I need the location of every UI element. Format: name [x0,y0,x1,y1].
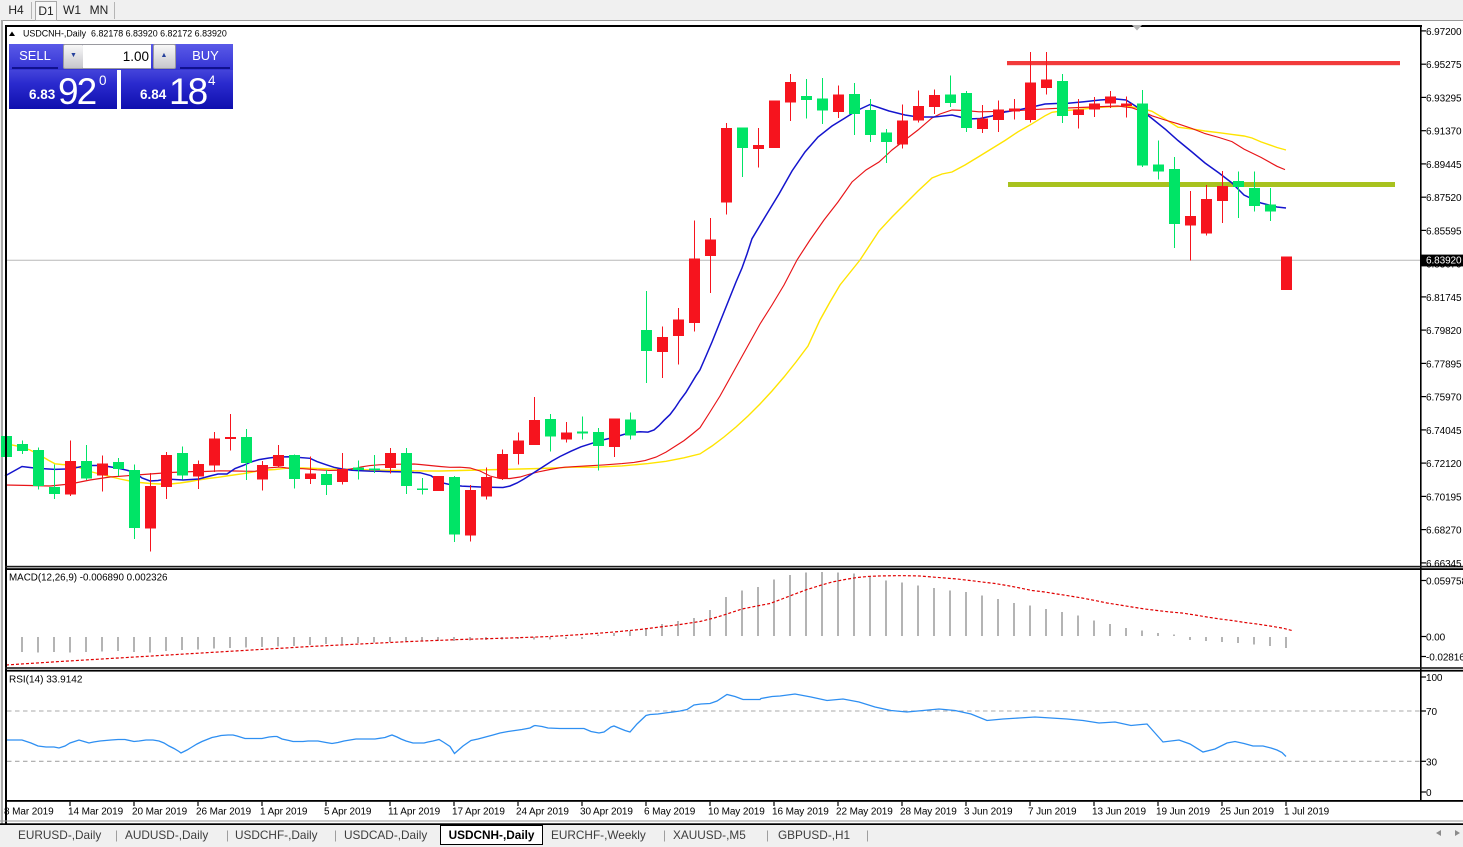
svg-text:20 Mar 2019: 20 Mar 2019 [132,807,188,818]
svg-text:1 Jul 2019: 1 Jul 2019 [1284,807,1330,818]
svg-text:6.77895: 6.77895 [1426,359,1462,370]
svg-text:-0.02816: -0.02816 [1426,653,1463,664]
svg-text:6.83920: 6.83920 [1426,256,1462,267]
svg-text:26 Mar 2019: 26 Mar 2019 [196,807,252,818]
svg-text:14 Mar 2019: 14 Mar 2019 [68,807,124,818]
svg-text:30: 30 [1426,757,1437,768]
svg-text:22 May 2019: 22 May 2019 [836,807,893,818]
svg-text:6.89445: 6.89445 [1426,160,1462,171]
svg-text:6.97200: 6.97200 [1426,27,1462,38]
svg-text:3 Jun 2019: 3 Jun 2019 [964,807,1013,818]
svg-text:6.93295: 6.93295 [1426,93,1462,104]
svg-text:30 Apr 2019: 30 Apr 2019 [580,807,633,818]
svg-text:24 Apr 2019: 24 Apr 2019 [516,807,569,818]
svg-text:13 Jun 2019: 13 Jun 2019 [1092,807,1146,818]
svg-text:16 May 2019: 16 May 2019 [772,807,829,818]
svg-text:8 Mar 2019: 8 Mar 2019 [4,807,54,818]
svg-text:25 Jun 2019: 25 Jun 2019 [1220,807,1274,818]
svg-text:70: 70 [1426,707,1437,718]
svg-text:RSI(14) 33.9142: RSI(14) 33.9142 [9,675,83,686]
svg-text:6.75970: 6.75970 [1426,393,1462,404]
svg-text:6.68270: 6.68270 [1426,526,1462,537]
svg-text:6.87520: 6.87520 [1426,193,1462,204]
svg-text:7 Jun 2019: 7 Jun 2019 [1028,807,1077,818]
svg-text:6.70195: 6.70195 [1426,492,1462,503]
svg-text:6.66345: 6.66345 [1426,559,1462,570]
svg-text:0.059758: 0.059758 [1426,577,1463,588]
svg-text:100: 100 [1426,673,1443,684]
svg-text:11 Apr 2019: 11 Apr 2019 [388,807,441,818]
svg-text:6.91370: 6.91370 [1426,127,1462,138]
svg-text:19 Jun 2019: 19 Jun 2019 [1156,807,1210,818]
svg-text:USDCNH-,Daily 6.82178 6.83920: USDCNH-,Daily 6.82178 6.83920 6.82172 6.… [23,29,227,39]
svg-text:6.81745: 6.81745 [1426,293,1462,304]
svg-text:MACD(12,26,9) -0.006890 0.0023: MACD(12,26,9) -0.006890 0.002326 [9,573,168,584]
svg-text:6.95275: 6.95275 [1426,60,1462,71]
svg-text:10 May 2019: 10 May 2019 [708,807,765,818]
svg-text:6 May 2019: 6 May 2019 [644,807,696,818]
svg-text:6.74045: 6.74045 [1426,426,1462,437]
svg-text:1 Apr 2019: 1 Apr 2019 [260,807,308,818]
svg-text:17 Apr 2019: 17 Apr 2019 [452,807,505,818]
svg-text:5 Apr 2019: 5 Apr 2019 [324,807,372,818]
svg-text:28 May 2019: 28 May 2019 [900,807,957,818]
svg-text:6.72120: 6.72120 [1426,459,1462,470]
svg-text:0: 0 [1426,788,1432,799]
svg-text:6.85595: 6.85595 [1426,226,1462,237]
svg-text:6.79820: 6.79820 [1426,326,1462,337]
svg-text:0.00: 0.00 [1426,633,1446,644]
